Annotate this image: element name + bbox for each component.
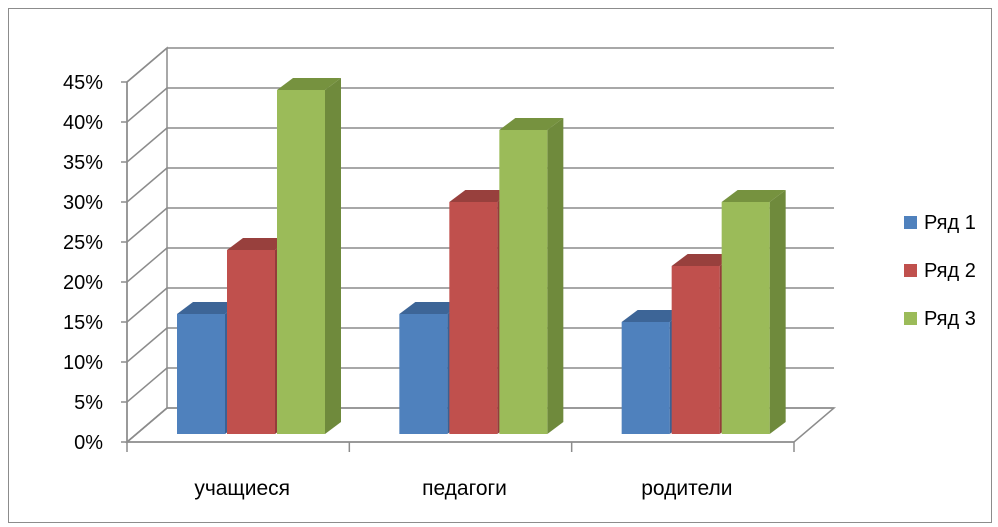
bar-front [621,322,670,434]
y-tick-label: 5% [74,392,103,414]
bar-top [449,190,514,202]
bar-top [721,190,786,202]
bar-top [177,302,241,314]
side-wall [126,46,168,444]
bar-front [277,90,325,434]
legend-swatch [904,264,917,277]
y-tick-label: 40% [63,112,103,134]
legend-swatch [904,216,917,229]
gridline-wall [126,47,168,83]
bar [721,190,786,434]
legend-swatch [904,312,917,325]
gridline-wall [126,327,168,363]
gridline-wall [126,367,168,403]
bar-front [499,130,548,434]
y-tick-labels: 0% 5% 10% 15% 20% 25% 30% 35% 40% 45% [63,72,103,454]
bar [499,118,564,434]
x-category-label: учащиеся [194,477,290,500]
bar-front [449,202,498,434]
gridline-wall [126,127,168,163]
bar-front [399,314,448,434]
y-tick-label: 35% [63,152,103,174]
y-tick-label: 30% [63,192,103,214]
legend: Ряд 1 Ряд 2 Ряд 3 [904,212,976,330]
x-category-label: родители [641,477,732,500]
bar-top [499,118,564,130]
legend-label: Ряд 2 [924,260,976,282]
bar-top [277,78,341,90]
y-tick-label: 20% [63,272,103,294]
gridline-wall [126,287,168,323]
y-tick-label: 10% [63,352,103,374]
x-category-label: педагоги [422,477,507,500]
bar-side [547,118,564,434]
x-category-labels: учащиеся педагоги родители [194,477,732,500]
gridline-wall [126,87,168,123]
legend-label: Ряд 1 [924,212,976,234]
bar [277,78,341,434]
y-tick-label: 45% [63,72,103,94]
bar-front [671,266,720,434]
gridline-wall [126,167,168,203]
y-tick-label: 15% [63,312,103,334]
y-tick-label: 25% [63,232,103,254]
gridline-wall [126,247,168,283]
gridline-wall [126,207,168,243]
axes [121,81,795,452]
bar-top [399,302,464,314]
bar-front [721,202,770,434]
bars [177,78,786,434]
bar-side [769,190,786,434]
legend-label: Ряд 3 [924,308,976,330]
bar-side [325,78,341,434]
bar-front [177,314,225,434]
gridline-wall [126,407,168,443]
bar-top [621,310,686,322]
bar-front [227,250,275,434]
y-tick-label: 0% [74,432,103,454]
bar-top [671,254,736,266]
bar-top [227,238,291,250]
